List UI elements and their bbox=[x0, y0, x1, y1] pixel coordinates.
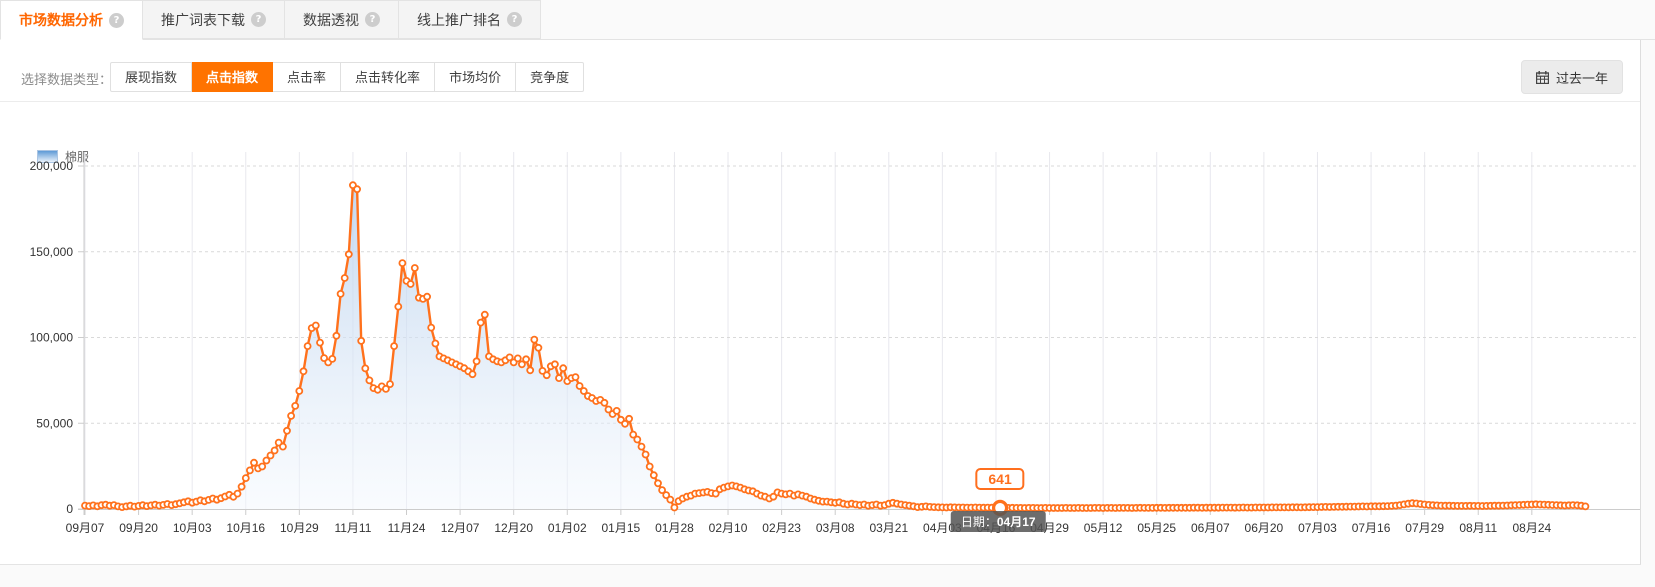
button-click-index[interactable]: 点击指数 bbox=[192, 62, 274, 92]
data-type-toolbar: 选择数据类型： 展现指数 点击指数 点击率 点击转化率 市场均价 竞争度 bbox=[0, 54, 1640, 102]
svg-text:03月21: 03月21 bbox=[869, 521, 908, 535]
svg-text:01月15: 01月15 bbox=[602, 521, 641, 535]
tab-market-data-analysis[interactable]: 市场数据分析 ? bbox=[0, 0, 143, 40]
svg-text:09月07: 09月07 bbox=[66, 521, 105, 535]
svg-text:09月20: 09月20 bbox=[119, 521, 158, 535]
trend-chart[interactable]: 0 50,000 100,000 150,000 200,000 09月07 09月20 10… bbox=[0, 140, 1655, 540]
svg-text:07月16: 07月16 bbox=[1352, 521, 1391, 535]
svg-text:50,000: 50,000 bbox=[36, 416, 73, 430]
calendar-icon bbox=[1535, 70, 1549, 84]
svg-text:08月24: 08月24 bbox=[1512, 521, 1551, 535]
svg-text:05月12: 05月12 bbox=[1084, 521, 1123, 535]
chart-plot-area[interactable]: 0 50,000 100,000 150,000 200,000 09月07 09月20 10… bbox=[0, 140, 1655, 540]
button-impression-index[interactable]: 展现指数 bbox=[110, 62, 193, 92]
svg-text:10月29: 10月29 bbox=[280, 521, 319, 535]
svg-text:01月02: 01月02 bbox=[548, 521, 587, 535]
svg-text:01月28: 01月28 bbox=[655, 521, 694, 535]
data-type-button-group: 展现指数 点击指数 点击率 点击转化率 市场均价 竞争度 bbox=[110, 62, 585, 92]
button-click-conversion-rate[interactable]: 点击转化率 bbox=[341, 62, 436, 92]
value-tooltip: 641 bbox=[975, 467, 1025, 490]
button-competition[interactable]: 竞争度 bbox=[516, 62, 585, 92]
help-icon[interactable]: ? bbox=[109, 12, 124, 28]
svg-text:100,000: 100,000 bbox=[30, 331, 74, 345]
tab-data-pivot[interactable]: 数据透视 ? bbox=[285, 0, 399, 39]
legend-swatch bbox=[37, 150, 58, 163]
date-tooltip-prefix: 日期： bbox=[960, 514, 997, 529]
button-click-rate[interactable]: 点击率 bbox=[273, 62, 342, 92]
help-icon[interactable]: ? bbox=[251, 12, 266, 27]
svg-text:08月11: 08月11 bbox=[1459, 521, 1497, 535]
date-range-label: 过去一年 bbox=[1555, 70, 1608, 86]
tab-online-promo-ranking[interactable]: 线上推广排名 ? bbox=[399, 0, 541, 39]
svg-text:07月29: 07月29 bbox=[1405, 521, 1444, 535]
tab-label: 线上推广排名 bbox=[417, 11, 501, 28]
data-type-label: 选择数据类型： bbox=[21, 72, 113, 87]
svg-text:0: 0 bbox=[66, 502, 73, 516]
help-icon[interactable]: ? bbox=[365, 12, 380, 27]
svg-text:06月07: 06月07 bbox=[1191, 521, 1230, 535]
svg-text:02月23: 02月23 bbox=[762, 521, 801, 535]
legend-item-mianfu[interactable]: 棉服 bbox=[37, 148, 89, 165]
svg-text:12月07: 12月07 bbox=[441, 521, 480, 535]
svg-text:200,000: 200,000 bbox=[30, 159, 74, 173]
svg-text:06月20: 06月20 bbox=[1245, 521, 1284, 535]
svg-text:07月03: 07月03 bbox=[1298, 521, 1337, 535]
svg-text:02月10: 02月10 bbox=[709, 521, 748, 535]
svg-text:11月24: 11月24 bbox=[388, 521, 426, 535]
svg-text:05月25: 05月25 bbox=[1137, 521, 1176, 535]
tab-label: 市场数据分析 bbox=[19, 12, 103, 28]
button-market-average-price[interactable]: 市场均价 bbox=[435, 62, 517, 92]
svg-text:10月03: 10月03 bbox=[173, 521, 212, 535]
svg-text:10月16: 10月16 bbox=[226, 521, 265, 535]
date-range-button[interactable]: 过去一年 bbox=[1520, 60, 1623, 94]
value-tooltip-text: 641 bbox=[988, 470, 1012, 487]
svg-text:11月11: 11月11 bbox=[334, 521, 371, 535]
date-tooltip-value: 04月17 bbox=[996, 514, 1036, 529]
legend-label: 棉服 bbox=[65, 150, 90, 164]
tab-label: 数据透视 bbox=[303, 11, 359, 28]
tab-promo-wordlist-download[interactable]: 推广词表下载 ? bbox=[143, 0, 285, 39]
date-tooltip: 日期：04月17 bbox=[950, 510, 1046, 532]
svg-text:150,000: 150,000 bbox=[30, 245, 74, 259]
tab-label: 推广词表下载 bbox=[161, 11, 245, 28]
tab-bar: 市场数据分析 ? 推广词表下载 ? 数据透视 ? 线上推广排名 ? bbox=[0, 0, 1655, 40]
svg-text:12月20: 12月20 bbox=[494, 521, 533, 535]
help-icon[interactable]: ? bbox=[507, 12, 522, 27]
svg-text:03月08: 03月08 bbox=[816, 521, 855, 535]
